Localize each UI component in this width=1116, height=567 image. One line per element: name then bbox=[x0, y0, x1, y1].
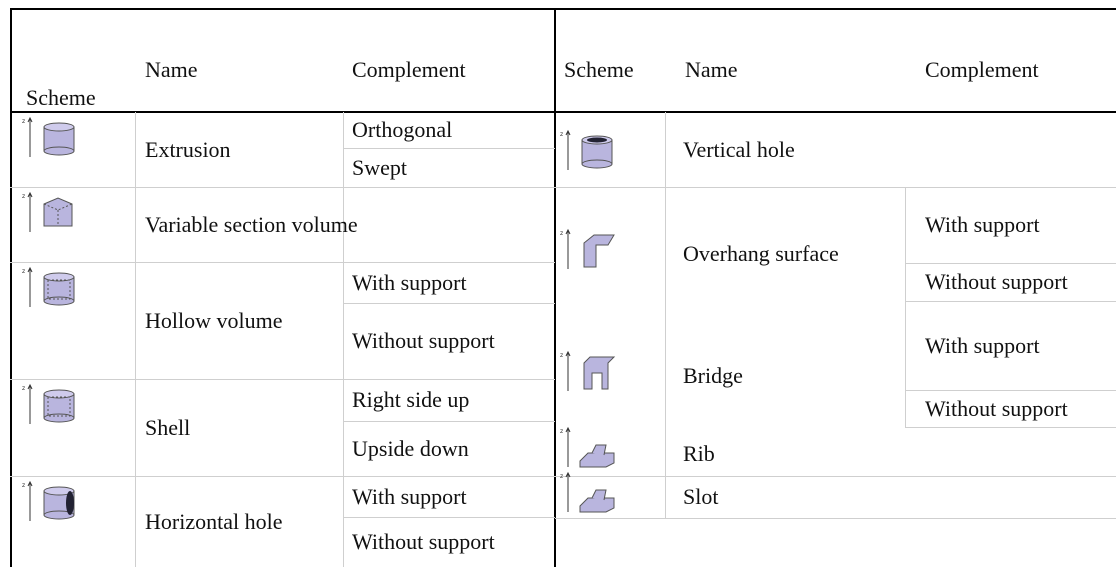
scheme-icon: z bbox=[560, 426, 615, 468]
complement: With support bbox=[352, 483, 467, 509]
scheme-icon: z bbox=[560, 471, 615, 513]
complement: Upside down bbox=[352, 435, 469, 461]
row-divider bbox=[905, 301, 1116, 302]
scheme-icon: z bbox=[22, 191, 73, 232]
row-name: Bridge bbox=[683, 363, 743, 388]
row-divider bbox=[343, 421, 555, 422]
row-divider bbox=[905, 187, 906, 427]
scheme-icon: z bbox=[22, 266, 75, 307]
row-name: Overhang surface bbox=[683, 241, 839, 266]
column-header: Complement bbox=[352, 57, 466, 82]
row-divider bbox=[555, 476, 1116, 477]
row-divider bbox=[555, 187, 1116, 188]
row-name: Hollow volume bbox=[145, 307, 283, 333]
axis-label: z bbox=[22, 482, 25, 489]
row-name: Vertical hole bbox=[683, 136, 795, 162]
complement: Without support bbox=[925, 269, 1068, 294]
row-divider bbox=[10, 476, 555, 477]
axis-label: z bbox=[22, 385, 25, 392]
border-line bbox=[10, 111, 1116, 113]
scheme-icon: z bbox=[560, 129, 613, 170]
row-divider bbox=[665, 112, 666, 518]
row-name: Variable section volume bbox=[145, 211, 358, 237]
row-divider bbox=[555, 518, 1116, 519]
row-divider bbox=[135, 112, 136, 567]
row-name: Extrusion bbox=[145, 136, 231, 162]
complement: Without support bbox=[352, 529, 495, 554]
complement: With support bbox=[925, 212, 1040, 237]
row-divider bbox=[905, 263, 1116, 264]
row-divider bbox=[343, 303, 555, 304]
scheme-icon: z bbox=[22, 383, 75, 424]
complement: Right side up bbox=[352, 387, 470, 412]
row-name: Shell bbox=[145, 414, 191, 440]
column-header: Name bbox=[145, 57, 198, 82]
scheme-icon: z bbox=[560, 228, 615, 269]
scheme-icon: z bbox=[22, 116, 75, 157]
row-divider bbox=[343, 517, 555, 518]
border-line bbox=[554, 8, 556, 567]
scheme-icon: z bbox=[560, 350, 616, 391]
axis-label: z bbox=[22, 268, 25, 275]
axis-label: z bbox=[560, 131, 563, 138]
row-divider bbox=[343, 112, 344, 567]
axis-label: z bbox=[560, 230, 563, 237]
row-divider bbox=[10, 187, 555, 188]
column-header: Complement bbox=[925, 57, 1039, 82]
row-name: Slot bbox=[683, 484, 719, 509]
column-header: Scheme bbox=[564, 57, 634, 82]
axis-label: z bbox=[560, 473, 563, 480]
column-header: Name bbox=[685, 57, 738, 82]
complement: Swept bbox=[352, 154, 407, 180]
scheme-icon: z bbox=[22, 480, 75, 521]
axis-label: z bbox=[22, 118, 25, 125]
row-divider bbox=[905, 427, 1116, 428]
complement: Without support bbox=[352, 328, 495, 353]
complement: Orthogonal bbox=[352, 117, 453, 142]
axis-label: z bbox=[560, 428, 563, 435]
axis-label: z bbox=[22, 193, 25, 200]
row-name: Horizontal hole bbox=[145, 508, 283, 534]
row-name: Rib bbox=[683, 440, 715, 466]
row-divider bbox=[343, 148, 555, 149]
border-line bbox=[10, 8, 12, 567]
row-divider bbox=[905, 390, 1116, 391]
column-header: Scheme bbox=[26, 85, 96, 110]
complement: With support bbox=[925, 332, 1040, 358]
row-divider bbox=[10, 262, 555, 263]
axis-label: z bbox=[560, 352, 563, 359]
complement: With support bbox=[352, 269, 467, 295]
border-line bbox=[10, 8, 1116, 10]
row-divider bbox=[10, 379, 555, 380]
complement: Without support bbox=[925, 395, 1068, 421]
